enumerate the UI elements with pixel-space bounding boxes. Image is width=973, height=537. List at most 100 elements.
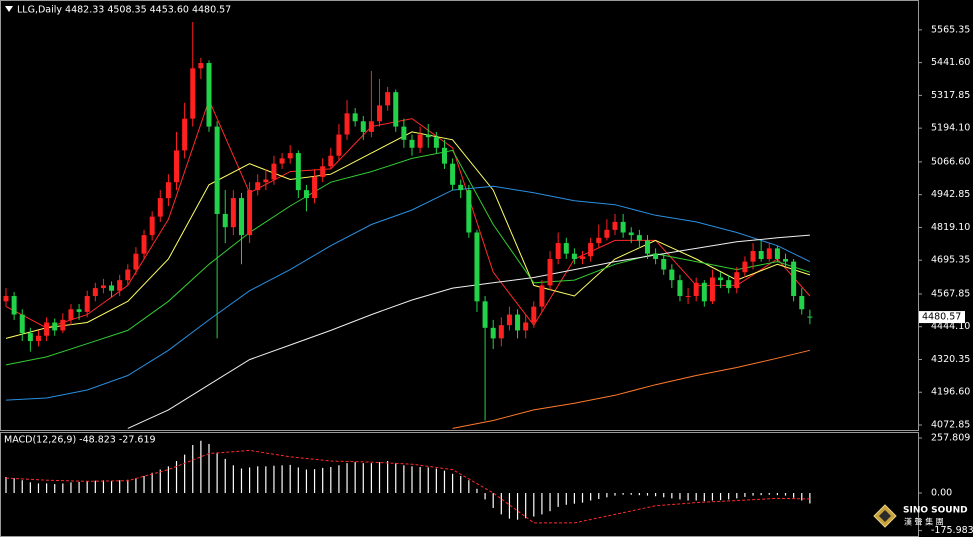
candle-body bbox=[336, 134, 342, 156]
candle-body bbox=[726, 280, 732, 289]
candle-body bbox=[425, 134, 431, 138]
candle-body bbox=[368, 121, 374, 132]
candle-body bbox=[182, 118, 188, 151]
candle-body bbox=[198, 63, 204, 69]
moving-average-line bbox=[5, 131, 811, 339]
candle-body bbox=[377, 105, 383, 122]
candle-body bbox=[669, 269, 675, 281]
candle-body bbox=[109, 285, 115, 291]
y-tick-label: 5066.60 bbox=[931, 156, 970, 167]
candle-body bbox=[271, 163, 277, 180]
candle-body bbox=[60, 319, 66, 331]
candle-body bbox=[141, 235, 147, 254]
candle-body bbox=[750, 251, 756, 262]
candle-body bbox=[174, 150, 180, 183]
candle-body bbox=[523, 322, 529, 331]
candle-body bbox=[149, 216, 155, 236]
candle-body bbox=[214, 126, 220, 214]
y-tick-label: 4819.10 bbox=[931, 222, 970, 233]
candle-body bbox=[409, 139, 415, 148]
candle-body bbox=[433, 137, 439, 148]
macd-signal-line bbox=[5, 449, 810, 524]
candle-body bbox=[701, 282, 707, 302]
y-tick-label: 4567.85 bbox=[931, 288, 970, 299]
candle-body bbox=[539, 285, 545, 307]
candle-body bbox=[636, 235, 642, 241]
candle-body bbox=[11, 296, 17, 315]
candle-body bbox=[677, 280, 683, 297]
y-tick-label: 4320.35 bbox=[931, 354, 970, 365]
y-tick-label: 4695.35 bbox=[931, 255, 970, 266]
macd-y-tick-label: 257.809 bbox=[931, 433, 970, 444]
current-price-box bbox=[919, 311, 965, 324]
candle-body bbox=[482, 301, 488, 328]
candle-body bbox=[661, 258, 667, 270]
candle-body bbox=[255, 182, 261, 191]
candle-body bbox=[295, 153, 301, 191]
watermark-logo-inner bbox=[879, 510, 891, 522]
y-tick-label: 4072.85 bbox=[931, 420, 970, 431]
candle-body bbox=[653, 253, 659, 259]
candle-body bbox=[52, 322, 58, 331]
candle-body bbox=[718, 277, 724, 281]
candle-body bbox=[125, 269, 131, 281]
candle-body bbox=[644, 240, 650, 254]
candle-body bbox=[628, 232, 634, 236]
candle-body bbox=[360, 121, 366, 132]
candle-body bbox=[466, 190, 472, 233]
candle-body bbox=[612, 221, 618, 230]
candle-body bbox=[596, 237, 602, 244]
y-tick-label: 4196.60 bbox=[931, 387, 970, 398]
candle-body bbox=[303, 190, 309, 199]
candle-body bbox=[783, 258, 789, 262]
candle-body bbox=[766, 248, 772, 259]
candle-body bbox=[76, 309, 82, 312]
candle-body bbox=[693, 282, 699, 297]
candle-body bbox=[474, 232, 480, 302]
candle-body bbox=[92, 288, 98, 297]
candle-body bbox=[458, 184, 464, 191]
candle-body bbox=[604, 229, 610, 238]
candle-body bbox=[490, 327, 496, 339]
watermark-brand: SINO SOUND bbox=[903, 506, 968, 516]
candle-body bbox=[279, 158, 285, 164]
candle-body bbox=[515, 314, 521, 331]
candle-body bbox=[571, 253, 577, 259]
header: LLG,Daily 4482.33 4508.35 4453.60 4480.5… bbox=[17, 5, 231, 16]
candle-body bbox=[555, 243, 561, 259]
watermark: SINO SOUND 漢 聲 集 團 bbox=[873, 504, 968, 528]
current-price-label: 4480.57 bbox=[922, 312, 961, 323]
plot-layer bbox=[3, 22, 813, 524]
moving-average-line bbox=[5, 185, 811, 401]
candle-body bbox=[417, 134, 423, 148]
candle-body bbox=[758, 251, 764, 259]
candle-body bbox=[247, 190, 253, 236]
y-tick-label: 5317.85 bbox=[931, 90, 970, 101]
candle-body bbox=[385, 92, 391, 106]
macd-label: MACD(12,26,9) -48.823 -27.619 bbox=[4, 435, 156, 446]
macd-y-tick-label: 0.00 bbox=[931, 488, 952, 499]
candle-body bbox=[531, 306, 537, 323]
candle-body bbox=[222, 213, 228, 228]
candle-body bbox=[588, 243, 594, 257]
candle-body bbox=[344, 113, 350, 135]
candle-body bbox=[263, 179, 269, 183]
candle-body bbox=[393, 92, 399, 127]
candle-body bbox=[799, 296, 805, 310]
candle-body bbox=[84, 296, 90, 312]
candle-body bbox=[709, 277, 715, 302]
candle-body bbox=[791, 261, 797, 297]
candle-body bbox=[734, 272, 740, 289]
candle-body bbox=[685, 296, 691, 298]
macd-y-tick-label: -175.983 bbox=[931, 525, 973, 536]
candle-body bbox=[498, 325, 504, 339]
candle-body bbox=[3, 296, 9, 302]
candle-body bbox=[328, 155, 334, 167]
candle-body bbox=[238, 198, 244, 236]
candle-body bbox=[27, 333, 33, 342]
moving-average-line bbox=[127, 234, 810, 429]
candle-body bbox=[35, 335, 41, 342]
